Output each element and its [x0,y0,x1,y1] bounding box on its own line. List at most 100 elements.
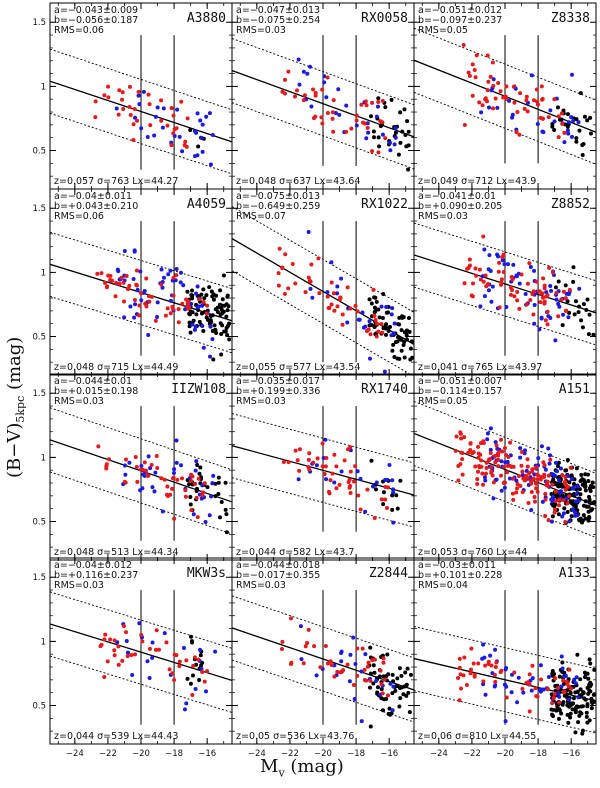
red-point [360,646,365,651]
black-point [368,671,373,676]
red-point [472,67,477,72]
black-point [211,357,216,362]
blue-point [518,446,523,451]
black-point [386,711,391,716]
red-point [553,489,558,494]
black-point [581,513,586,518]
black-point [581,302,586,307]
red-point [140,639,145,644]
red-point [124,457,129,462]
blue-point [136,93,141,98]
black-point [224,512,229,517]
blue-point [503,667,508,672]
black-point [402,107,407,112]
blue-point [503,719,508,724]
red-point [540,291,545,296]
black-point [565,510,570,515]
blue-point [181,283,186,288]
red-point [155,466,160,471]
blue-point [507,476,512,481]
red-point [493,665,498,670]
red-point [467,257,472,262]
red-point [496,269,501,274]
red-point [183,139,188,144]
black-point [580,153,585,158]
red-point [499,277,504,282]
red-point [305,641,310,646]
blue-point [487,253,492,258]
black-point [563,468,568,473]
red-point [492,672,497,677]
black-point [399,673,404,678]
red-point [105,284,110,289]
red-point [519,463,524,468]
blue-point [323,437,328,442]
black-point [377,674,382,679]
blue-point [569,477,574,482]
panel-iizw108: 0.5 1 1.5 a=−0.044±0.01b=+0.015±0.198RMS=0.… [32,373,233,561]
blue-point [529,507,534,512]
blue-point [374,480,379,485]
blue-point [559,654,564,659]
red-point [306,275,311,280]
red-point [201,490,206,495]
blue-point [387,463,392,468]
fit-intercept-label: b=−0.649±0.259 [236,201,320,212]
blue-point [575,513,580,518]
red-point [288,662,293,667]
fit-slope-label: a=−0.051±0.012 [418,5,502,16]
black-point [587,497,592,502]
blue-point [530,676,535,681]
blue-point [486,288,491,293]
blue-point [207,513,212,518]
x-axis-label-sub: v [278,766,285,780]
blue-point [562,674,567,679]
black-point [379,696,384,701]
fit-slope-label: a=−0.035±0.017 [236,376,320,387]
red-point [332,308,337,313]
blue-point [485,431,490,436]
red-point [378,668,383,673]
red-point [561,498,566,503]
red-point [518,91,523,96]
blue-point [145,135,150,140]
red-point [149,294,154,299]
red-point [189,508,194,513]
black-point [401,343,406,348]
red-point [485,282,490,287]
red-point [116,644,121,649]
blue-point [572,677,577,682]
x-tick-label: −16 [198,749,216,759]
x-tick-label: −20 [496,749,514,759]
red-point [353,464,358,469]
black-point [383,325,388,330]
red-point [185,116,190,121]
red-point [351,479,356,484]
red-point [470,294,475,299]
red-point [331,291,336,296]
blue-point [115,267,120,272]
red-point [370,149,375,154]
red-point [290,261,295,266]
black-point [578,479,583,484]
red-point [460,457,465,462]
black-point [190,288,195,293]
blue-point [488,268,493,273]
panel-a4059: 0.5 1 1.5 a=−0.04±0.011b=+0.043±0.210RMS=0.… [32,188,233,376]
black-point [591,332,596,337]
red-point [371,287,376,292]
red-point [553,676,558,681]
red-point [454,434,459,439]
blue-point [577,286,582,291]
red-point [520,686,525,691]
black-point [585,704,590,709]
red-point [543,318,548,323]
blue-point [482,655,487,660]
black-point [209,289,214,294]
red-point [483,471,488,476]
black-point [591,692,596,697]
red-point [172,677,177,682]
blue-point [549,519,554,524]
red-point [472,672,477,677]
black-point [219,352,224,357]
